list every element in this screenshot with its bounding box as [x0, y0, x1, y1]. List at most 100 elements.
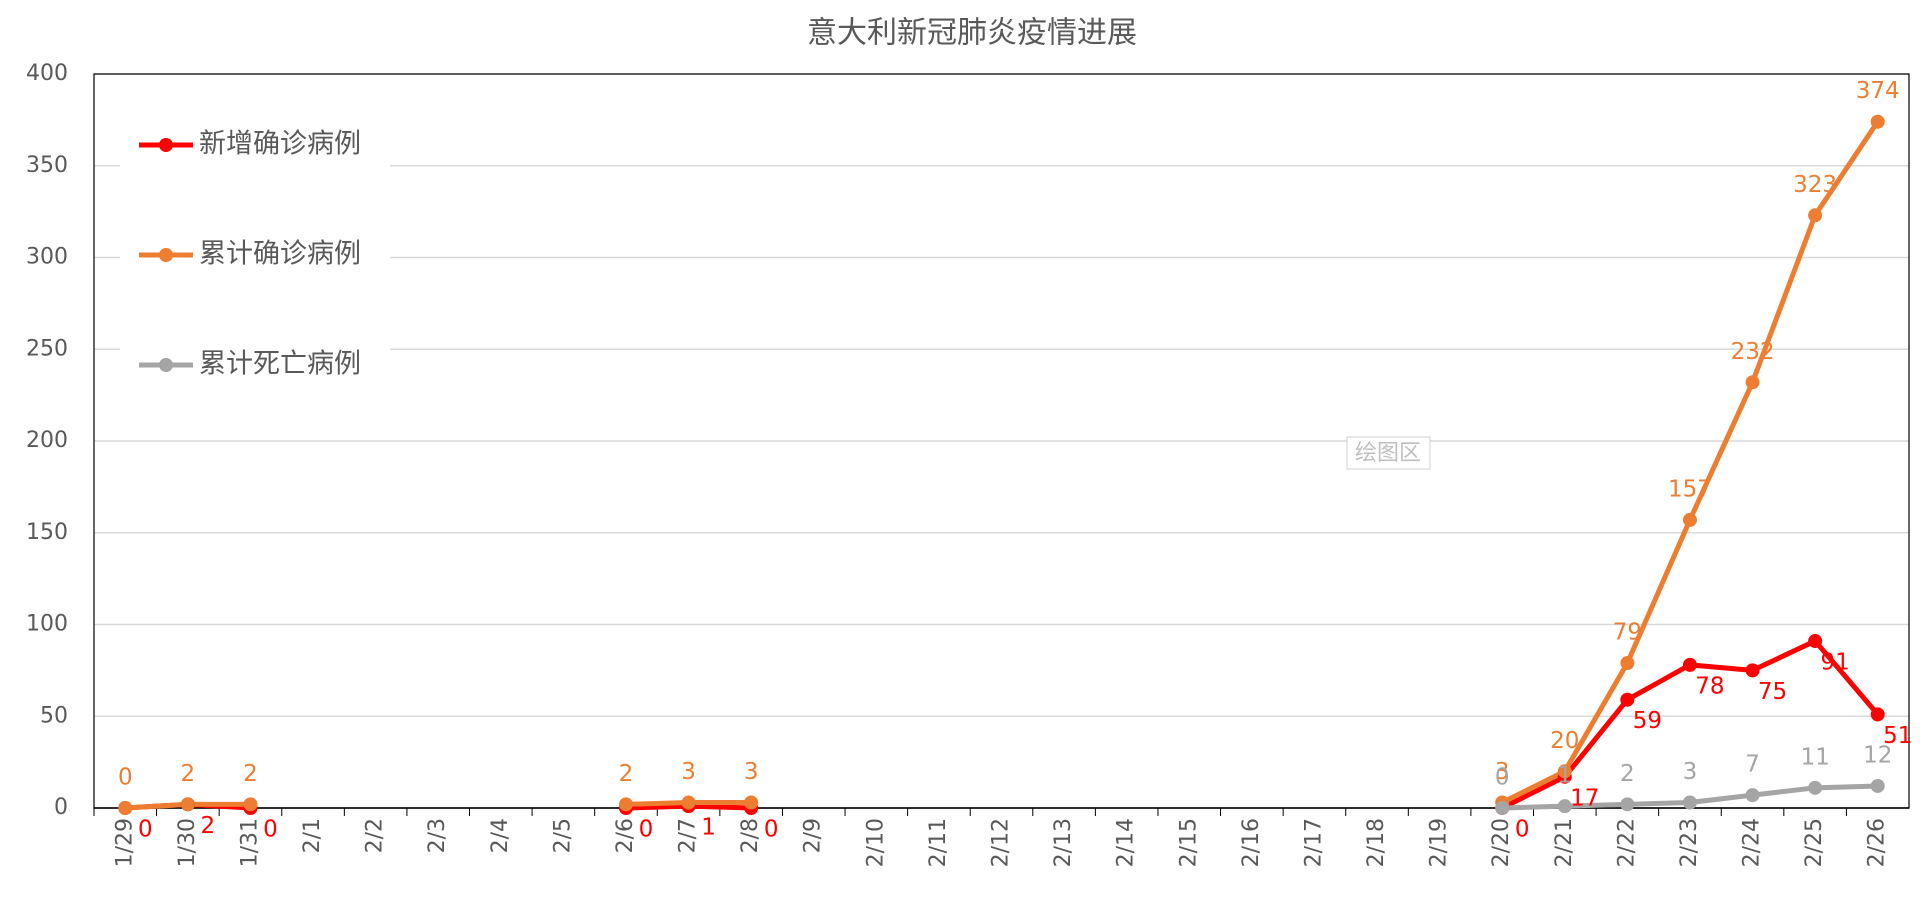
- y-tick-label: 150: [26, 520, 68, 545]
- data-point: [1495, 801, 1510, 815]
- legend-label: 累计死亡病例: [199, 349, 361, 380]
- data-point: [1808, 208, 1823, 223]
- x-tick-label: 2/1: [300, 818, 325, 853]
- data-point: [1682, 795, 1697, 810]
- data-point: [1808, 634, 1823, 649]
- data-label: 12: [1863, 742, 1892, 768]
- data-label: 2: [201, 813, 216, 839]
- data-label: 91: [1820, 650, 1849, 676]
- data-label: 3: [744, 759, 759, 785]
- x-tick-label: 2/18: [1364, 818, 1389, 867]
- data-point: [1620, 797, 1635, 812]
- annotation: 绘图区: [1355, 441, 1421, 466]
- data-point: [681, 795, 696, 810]
- y-tick-label: 200: [26, 428, 68, 453]
- y-tick-label: 400: [26, 61, 68, 86]
- data-label: 374: [1856, 78, 1900, 104]
- x-tick-label: 2/20: [1489, 818, 1514, 867]
- data-label: 0: [263, 817, 278, 843]
- data-label: 0: [118, 765, 133, 791]
- data-label: 79: [1613, 620, 1642, 646]
- x-tick-label: 2/5: [550, 818, 575, 853]
- data-label: 157: [1668, 476, 1712, 502]
- x-tick-label: 2/21: [1552, 818, 1577, 867]
- x-tick-label: 2/9: [801, 818, 826, 853]
- data-label: 232: [1731, 339, 1775, 365]
- data-point: [118, 801, 133, 815]
- data-point: [1682, 657, 1697, 672]
- y-tick-label: 100: [26, 612, 68, 637]
- data-label: 3: [1495, 759, 1510, 785]
- data-point: [1870, 778, 1885, 793]
- data-label: 51: [1883, 723, 1912, 749]
- x-tick-label: 2/15: [1176, 818, 1201, 867]
- data-point: [1870, 114, 1885, 129]
- legend-marker: [159, 248, 173, 262]
- data-label: 17: [1570, 785, 1599, 811]
- x-tick-label: 1/30: [175, 818, 200, 867]
- data-label: 75: [1758, 679, 1787, 705]
- x-tick-label: 2/10: [863, 818, 888, 867]
- data-label: 0: [1495, 765, 1510, 791]
- data-label: 323: [1793, 172, 1837, 198]
- data-point: [1745, 663, 1760, 678]
- x-tick-label: 2/26: [1865, 818, 1890, 867]
- x-tick-label: 2/14: [1114, 818, 1139, 867]
- x-tick-label: 2/7: [676, 818, 701, 853]
- x-tick-label: 2/19: [1427, 818, 1452, 867]
- data-point: [1557, 799, 1572, 814]
- data-label: 3: [681, 759, 696, 785]
- data-label: 0: [138, 817, 153, 843]
- y-tick-label: 350: [26, 153, 68, 178]
- data-label: 3: [1683, 759, 1698, 785]
- x-tick-label: 2/4: [488, 818, 513, 853]
- data-label: 1: [701, 815, 716, 841]
- x-tick-label: 2/12: [989, 818, 1014, 867]
- legend-label: 新增确诊病例: [199, 129, 361, 160]
- chart-title: 意大利新冠肺炎疫情进展: [807, 16, 1137, 51]
- x-tick-label: 2/8: [738, 818, 763, 853]
- data-point: [744, 795, 759, 810]
- data-label: 0: [1515, 817, 1530, 843]
- x-tick-label: 2/2: [363, 818, 388, 853]
- data-point: [1870, 707, 1885, 722]
- data-point: [1620, 656, 1635, 671]
- data-label: 2: [181, 761, 196, 787]
- x-tick-label: 2/16: [1239, 818, 1264, 867]
- data-label: 1: [1557, 763, 1572, 789]
- y-tick-label: 0: [54, 795, 68, 820]
- y-tick-label: 250: [26, 336, 68, 361]
- annotation-box: [1346, 436, 1431, 470]
- x-tick-label: 2/3: [425, 818, 450, 853]
- data-point: [1682, 512, 1697, 527]
- data-label: 7: [1745, 752, 1760, 778]
- series-line: [1501, 120, 1880, 805]
- legend-label: 累计确诊病例: [199, 239, 361, 270]
- legend-marker: [159, 358, 173, 372]
- data-point: [1808, 780, 1823, 795]
- x-tick-label: 2/25: [1802, 818, 1827, 867]
- x-tick-label: 2/23: [1677, 818, 1702, 867]
- x-tick-label: 1/31: [237, 818, 262, 867]
- legend-marker: [159, 138, 173, 152]
- x-tick-label: 2/22: [1614, 818, 1639, 867]
- x-tick-label: 2/13: [1051, 818, 1076, 867]
- data-label: 2: [243, 761, 258, 787]
- data-point: [1745, 375, 1760, 390]
- y-tick-label: 300: [26, 245, 68, 270]
- data-label: 20: [1550, 728, 1579, 754]
- data-point: [243, 797, 258, 812]
- x-tick-label: 2/17: [1301, 818, 1326, 867]
- x-tick-label: 1/29: [112, 818, 137, 867]
- data-label: 2: [619, 761, 634, 787]
- x-tick-label: 2/6: [613, 818, 638, 853]
- data-point: [618, 797, 633, 812]
- data-point: [1620, 692, 1635, 707]
- data-point: [1557, 764, 1572, 779]
- data-label: 0: [639, 817, 654, 843]
- x-tick-label: 2/11: [926, 818, 951, 867]
- data-label: 0: [764, 817, 779, 843]
- data-label: 2: [1620, 761, 1635, 787]
- data-point: [1745, 788, 1760, 803]
